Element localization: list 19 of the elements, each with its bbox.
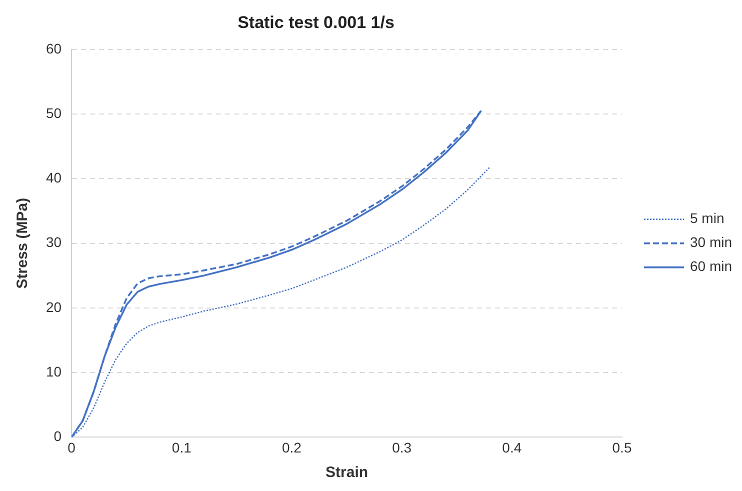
legend-label: 60 min	[690, 258, 732, 274]
y-tick-label: 20	[46, 298, 62, 315]
x-tick-label: 0.5	[612, 439, 632, 456]
x-tick-label: 0.4	[502, 439, 522, 456]
legend-label: 5 min	[690, 210, 724, 226]
y-tick-label: 40	[46, 170, 62, 186]
y-tick-label: 30	[46, 234, 62, 250]
x-tick-label: 0.1	[172, 439, 192, 456]
x-tick-label: 0.3	[392, 439, 412, 456]
y-tick-label: 60	[46, 40, 62, 56]
x-tick-label: 0.2	[282, 439, 302, 456]
x-tick-label: 0	[68, 439, 76, 456]
y-axis-title: Stress (MPa)	[14, 198, 32, 289]
y-tick-label: 0	[54, 428, 62, 444]
legend-label: 30 min	[690, 234, 732, 250]
chart-title: Static test 0.001 1/s	[238, 12, 394, 32]
y-tick-label: 50	[46, 104, 62, 121]
y-tick-label: 10	[46, 363, 62, 380]
x-axis-title: Strain	[326, 464, 368, 482]
